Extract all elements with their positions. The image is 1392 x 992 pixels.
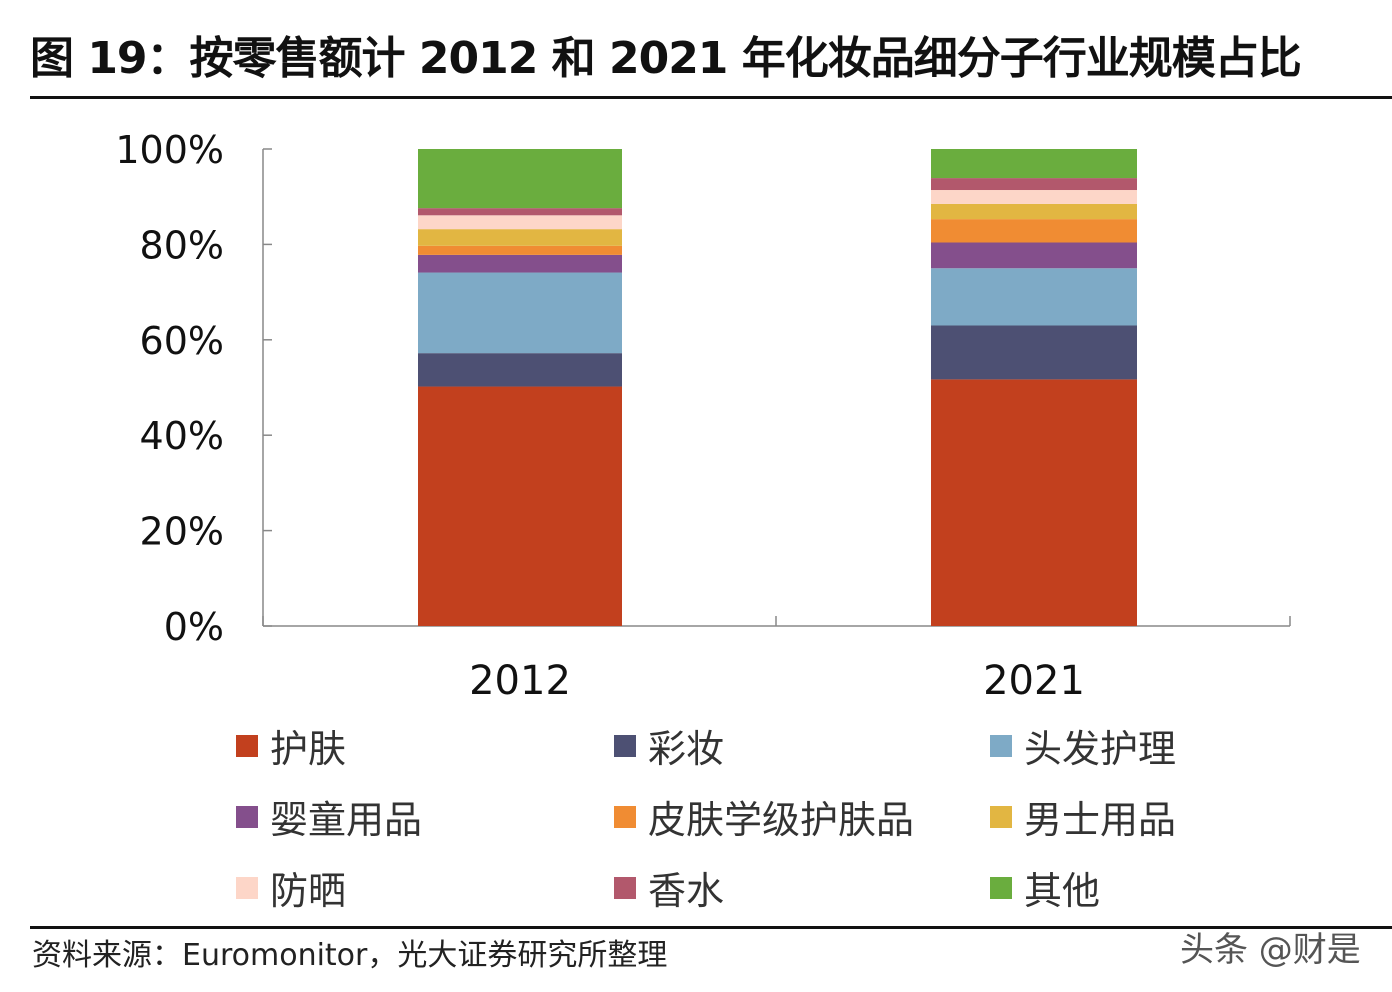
bar-segment bbox=[418, 149, 622, 209]
bar-segment bbox=[418, 254, 622, 273]
legend-label: 护肤 bbox=[270, 727, 347, 771]
legend-swatch bbox=[236, 876, 258, 899]
x-tick-label: 2012 bbox=[469, 658, 571, 704]
bar-segment bbox=[418, 272, 622, 354]
bar-segment bbox=[418, 229, 622, 246]
y-tick-label: 100% bbox=[115, 128, 224, 172]
legend-item: 防晒 bbox=[236, 860, 346, 915]
bottom-rule bbox=[30, 926, 1392, 929]
bar-segment bbox=[931, 149, 1137, 179]
y-tick-label: 60% bbox=[140, 319, 224, 363]
bar-segment bbox=[418, 245, 622, 255]
legend-label: 皮肤学级护肤品 bbox=[648, 798, 915, 842]
top-rule bbox=[30, 96, 1392, 99]
legend-swatch bbox=[614, 876, 636, 899]
legend-swatch bbox=[614, 734, 636, 757]
legend-label: 防晒 bbox=[270, 869, 347, 913]
y-tick-label: 40% bbox=[140, 414, 224, 458]
bar-segment bbox=[418, 386, 622, 626]
legend-item: 皮肤学级护肤品 bbox=[614, 789, 914, 844]
y-tick-label: 0% bbox=[164, 605, 224, 649]
legend-label: 头发护理 bbox=[1024, 727, 1177, 771]
bar-segment bbox=[418, 208, 622, 216]
bar-segment bbox=[931, 219, 1137, 243]
legend-label: 男士用品 bbox=[1024, 798, 1177, 842]
figure-title: 图 19：按零售额计 2012 和 2021 年化妆品细分子行业规模占比 bbox=[30, 33, 1302, 84]
legend-item: 其他 bbox=[990, 860, 1100, 915]
source-note: 资料来源：Euromonitor，光大证券研究所整理 bbox=[32, 938, 668, 973]
legend-item: 护肤 bbox=[236, 718, 346, 773]
legend-swatch bbox=[614, 805, 636, 828]
legend-item: 男士用品 bbox=[990, 789, 1176, 844]
y-tick-label: 80% bbox=[140, 223, 224, 267]
bar-segment bbox=[931, 190, 1137, 204]
bar-segment bbox=[931, 203, 1137, 220]
legend-label: 其他 bbox=[1024, 869, 1101, 913]
legend-label: 彩妆 bbox=[648, 727, 725, 771]
bar-segment bbox=[931, 242, 1137, 269]
legend-label: 婴童用品 bbox=[270, 798, 423, 842]
bar-segment bbox=[931, 178, 1137, 191]
legend-item: 婴童用品 bbox=[236, 789, 422, 844]
stacked-bar-chart: 0% 20% 40% 60% 80% 100% 2012 2021 bbox=[115, 128, 1291, 704]
legend-swatch bbox=[236, 805, 258, 828]
x-tick-label: 2021 bbox=[983, 658, 1085, 704]
watermark: 头条 @财是 bbox=[1180, 930, 1361, 970]
bar-segment bbox=[931, 325, 1137, 380]
bar-segment bbox=[418, 353, 622, 387]
legend-item: 香水 bbox=[614, 860, 724, 915]
bar-segment bbox=[931, 379, 1137, 626]
legend-swatch bbox=[990, 734, 1012, 757]
legend-item: 头发护理 bbox=[990, 718, 1176, 773]
bar-segment bbox=[931, 268, 1137, 326]
legend-swatch bbox=[990, 805, 1012, 828]
legend-item: 彩妆 bbox=[614, 718, 724, 773]
legend-swatch bbox=[236, 734, 258, 757]
bar-segment bbox=[418, 215, 622, 230]
y-tick-label: 20% bbox=[140, 510, 224, 554]
legend-swatch bbox=[990, 876, 1012, 899]
legend-label: 香水 bbox=[648, 869, 725, 913]
